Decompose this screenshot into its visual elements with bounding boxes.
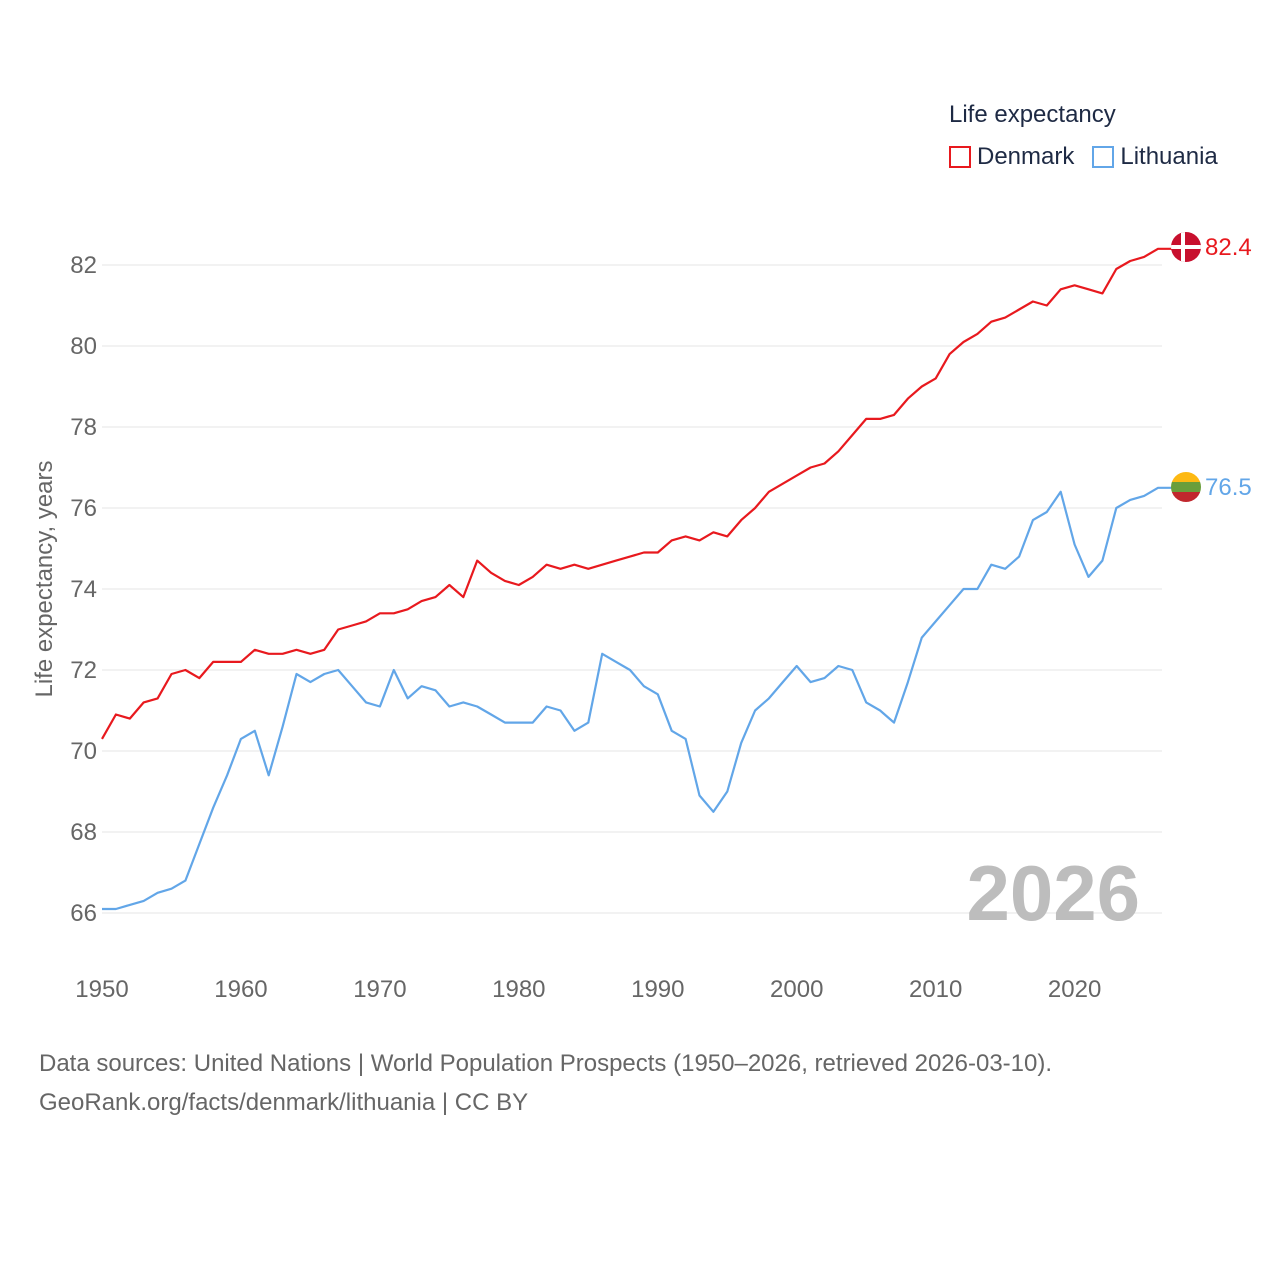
legend-swatch-denmark [949, 146, 971, 168]
end-label-lithuania: 76.5 [1205, 474, 1252, 501]
legend-item-lithuania[interactable]: Lithuania [1092, 143, 1218, 171]
y-tick-label: 70 [70, 738, 97, 765]
source-line-2[interactable]: GeoRank.org/facts/denmark/lithuania | CC… [39, 1089, 529, 1116]
x-tick-label: 1950 [75, 976, 128, 1003]
y-axis-label: Life expectancy, years [31, 460, 58, 697]
y-tick-label: 72 [70, 657, 97, 684]
y-tick-label: 80 [70, 333, 97, 360]
x-tick-label: 1980 [492, 976, 545, 1003]
gridlines [102, 264, 1162, 914]
y-tick-label: 66 [70, 900, 97, 927]
legend-label-denmark: Denmark [977, 143, 1075, 170]
x-tick-label: 1990 [631, 976, 684, 1003]
y-axis-ticks: 66 68 70 72 74 76 78 80 82 [70, 252, 97, 927]
y-tick-label: 76 [70, 495, 97, 522]
x-tick-label: 2000 [770, 976, 823, 1003]
legend-item-denmark[interactable]: Denmark [949, 143, 1074, 171]
series-line-lithuania[interactable] [102, 486, 1172, 911]
x-axis-ticks: 1950 1960 1970 1980 1990 2000 2010 2020 [75, 976, 1101, 1003]
x-tick-label: 2020 [1048, 976, 1101, 1003]
x-tick-label: 1970 [353, 976, 406, 1003]
legend-title: Life expectancy [949, 101, 1116, 128]
legend: Denmark Lithuania [949, 143, 1236, 171]
legend-swatch-lithuania [1092, 146, 1115, 168]
source-line-1: Data sources: United Nations | World Pop… [39, 1050, 1053, 1077]
y-tick-label: 68 [70, 819, 97, 846]
current-year-display: 2026 [966, 849, 1140, 937]
line-chart: 66 68 70 72 74 76 78 80 82 1950 1960 1970 1980 1990 2… [31, 232, 1252, 1003]
end-label-denmark: 82.4 [1205, 234, 1252, 261]
x-tick-label: 2010 [909, 976, 962, 1003]
y-tick-label: 82 [70, 252, 97, 279]
series-line-denmark[interactable] [101, 247, 1172, 740]
legend-label-lithuania: Lithuania [1120, 143, 1218, 170]
x-tick-label: 1960 [214, 976, 267, 1003]
y-tick-label: 74 [70, 576, 97, 603]
lithuania-flag-icon [1171, 472, 1201, 502]
y-tick-label: 78 [70, 414, 97, 441]
data-source-note: Data sources: United Nations | World Pop… [39, 1044, 1052, 1122]
series-lines [101, 247, 1172, 911]
denmark-flag-icon [1171, 232, 1201, 262]
